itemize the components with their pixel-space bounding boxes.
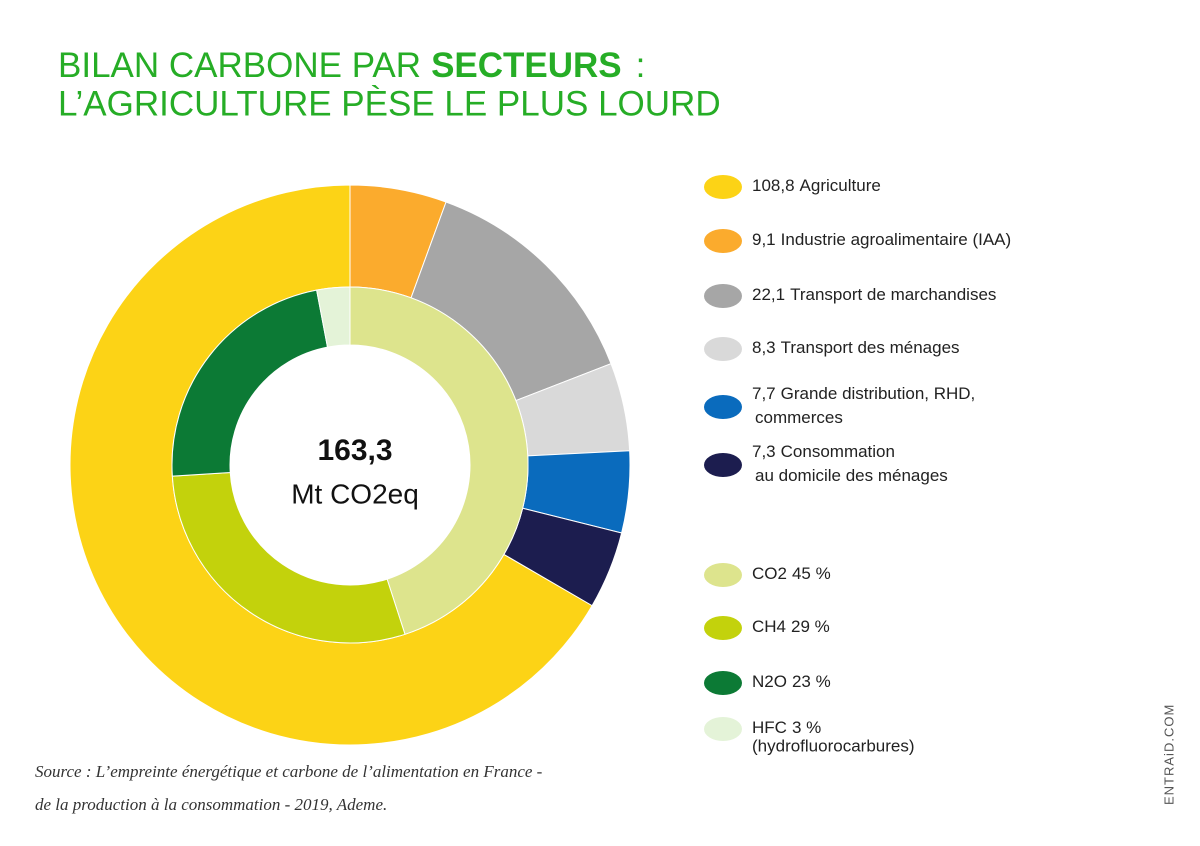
legend-label: Industrie agroalimentaire (IAA) (781, 230, 1012, 249)
legend-value: 3 % (792, 718, 821, 737)
center-value: 163,3 (317, 434, 392, 467)
legend-swatch (704, 175, 742, 199)
legend-value: 8,3 (752, 338, 776, 357)
legend-swatch (704, 284, 742, 308)
legend-value: 9,1 (752, 230, 776, 249)
center-unit: Mt CO2eq (291, 478, 419, 509)
source-line: Source : L’empreinte énergétique et carb… (35, 762, 543, 781)
legend-swatch (704, 671, 742, 695)
legend-label: Consommation au domicile des ménages (755, 442, 948, 485)
legend-value: 45 % (792, 564, 831, 583)
legend-swatch (704, 337, 742, 361)
legend-entry: CH4 29 % (752, 617, 830, 636)
legend-entry: 7,3 Consommation au domicile des ménages (752, 442, 948, 485)
chart-title-line2: L’AGRICULTURE PÈSE LE PLUS LOURD (58, 84, 721, 123)
legend-label: CH4 (752, 617, 786, 636)
legend-entry: HFC 3 % (752, 718, 821, 737)
watermark: ENTRAiD.COM (1161, 704, 1176, 805)
donut (69, 184, 631, 746)
pie-slice (316, 286, 351, 348)
title-text: BILAN CARBONE PAR (58, 46, 421, 85)
legend-swatch (704, 616, 742, 640)
legend-swatch (704, 453, 742, 477)
pie-slice (349, 286, 529, 635)
legend-value: 22,1 (752, 285, 785, 304)
legend-entry: 8,3 Transport des ménages (752, 338, 960, 357)
title-emphasis: SECTEURS (431, 46, 622, 85)
legend-label: Grande distribution, RHD, commerces (755, 384, 980, 427)
legend-entry: 22,1 Transport de marchandises (752, 285, 996, 304)
title-end: : (636, 46, 646, 85)
legend-value: 29 % (791, 617, 830, 636)
legend-label: CO2 (752, 564, 787, 583)
legend-swatch (704, 395, 742, 419)
legend-entry: N2O 23 % (752, 672, 831, 691)
legend-value: 108,8 (752, 176, 795, 195)
legend-note: (hydrofluorocarbures) (752, 736, 915, 755)
legend-value: 23 % (792, 672, 831, 691)
legend-value: 7,7 (752, 384, 776, 403)
legend-entry: CO2 45 % (752, 564, 831, 583)
chart-title-line1: BILAN CARBONE PAR SECTEURS: (58, 46, 645, 85)
source-line: de la production à la consommation - 201… (35, 795, 387, 814)
legend-swatch (704, 717, 742, 741)
legend-entry: 9,1 Industrie agroalimentaire (IAA) (752, 230, 1011, 249)
legend-label: Agriculture (800, 176, 881, 195)
legend-entry: 108,8 Agriculture (752, 176, 881, 195)
legend-label: Transport de marchandises (790, 285, 996, 304)
legend-swatch (704, 563, 742, 587)
legend-label: Transport des ménages (781, 338, 960, 357)
legend-swatch (704, 229, 742, 253)
legend-label: N2O (752, 672, 787, 691)
legend-value: 7,3 (752, 442, 776, 461)
legend-entry: 7,7 Grande distribution, RHD, commerces (752, 384, 980, 427)
pie-slice (171, 289, 329, 477)
pie-slice (171, 472, 406, 644)
legend-label: HFC (752, 718, 787, 737)
legend: 108,8 Agriculture 9,1 Industrie agroaliment… (704, 175, 1011, 755)
